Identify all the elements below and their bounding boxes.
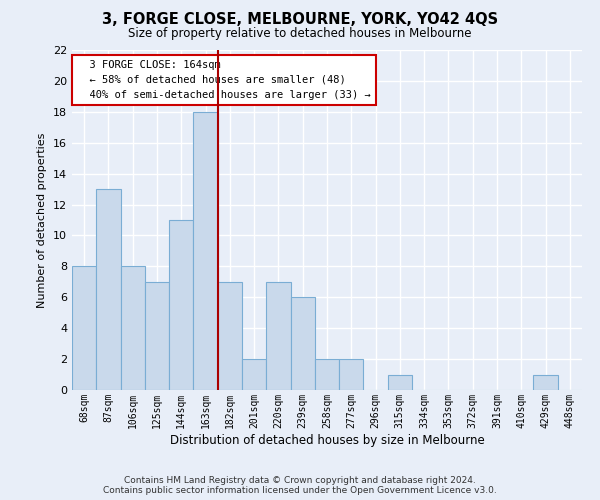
Y-axis label: Number of detached properties: Number of detached properties xyxy=(37,132,47,308)
X-axis label: Distribution of detached houses by size in Melbourne: Distribution of detached houses by size … xyxy=(170,434,484,446)
Bar xyxy=(121,266,145,390)
Bar xyxy=(242,359,266,390)
Bar xyxy=(218,282,242,390)
Text: 3 FORGE CLOSE: 164sqm
  ← 58% of detached houses are smaller (48)
  40% of semi-: 3 FORGE CLOSE: 164sqm ← 58% of detached … xyxy=(77,60,371,100)
Text: Size of property relative to detached houses in Melbourne: Size of property relative to detached ho… xyxy=(128,28,472,40)
Text: 3, FORGE CLOSE, MELBOURNE, YORK, YO42 4QS: 3, FORGE CLOSE, MELBOURNE, YORK, YO42 4Q… xyxy=(102,12,498,28)
Bar xyxy=(388,374,412,390)
Bar xyxy=(72,266,96,390)
Bar xyxy=(533,374,558,390)
Bar xyxy=(193,112,218,390)
Text: Contains HM Land Registry data © Crown copyright and database right 2024.
Contai: Contains HM Land Registry data © Crown c… xyxy=(103,476,497,495)
Bar xyxy=(315,359,339,390)
Bar xyxy=(96,189,121,390)
Bar xyxy=(169,220,193,390)
Bar xyxy=(339,359,364,390)
Bar xyxy=(290,298,315,390)
Bar xyxy=(266,282,290,390)
Bar xyxy=(145,282,169,390)
